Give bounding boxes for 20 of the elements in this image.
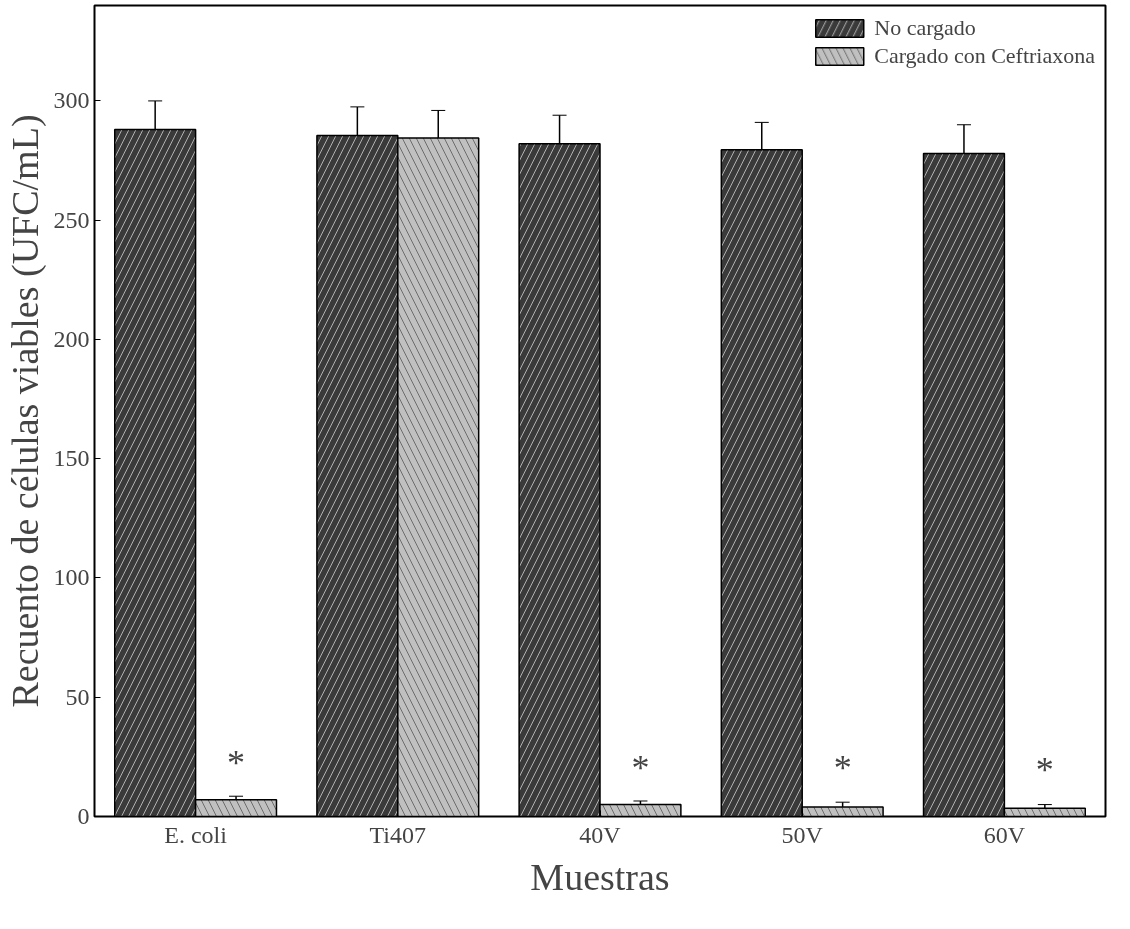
annotation: * xyxy=(227,743,246,784)
legend-label: No cargado xyxy=(874,15,976,41)
y-tick-label: 250 xyxy=(53,206,90,233)
annotation: * xyxy=(1035,750,1054,791)
x-axis-title: Muestras xyxy=(530,855,670,898)
x-tick-label: Ti407 xyxy=(369,821,427,848)
annotation: * xyxy=(631,747,650,788)
legend-label: Cargado con Ceftriaxona xyxy=(874,43,1095,69)
x-tick-label: 50V xyxy=(781,821,824,848)
y-tick-label: 200 xyxy=(53,325,90,352)
x-tick-label: 40V xyxy=(579,821,622,848)
y-tick-label: 100 xyxy=(53,564,90,591)
x-tick-label: E. coli xyxy=(164,821,228,848)
y-tick-label: 50 xyxy=(65,683,90,710)
x-tick-label: 60V xyxy=(983,821,1026,848)
y-tick-label: 150 xyxy=(53,445,90,472)
annotation: * xyxy=(833,747,852,788)
y-axis-title: Recuento de células viables (UFC/mL) xyxy=(3,114,47,708)
y-tick-label: 0 xyxy=(77,803,90,829)
y-tick-label: 300 xyxy=(53,87,90,114)
